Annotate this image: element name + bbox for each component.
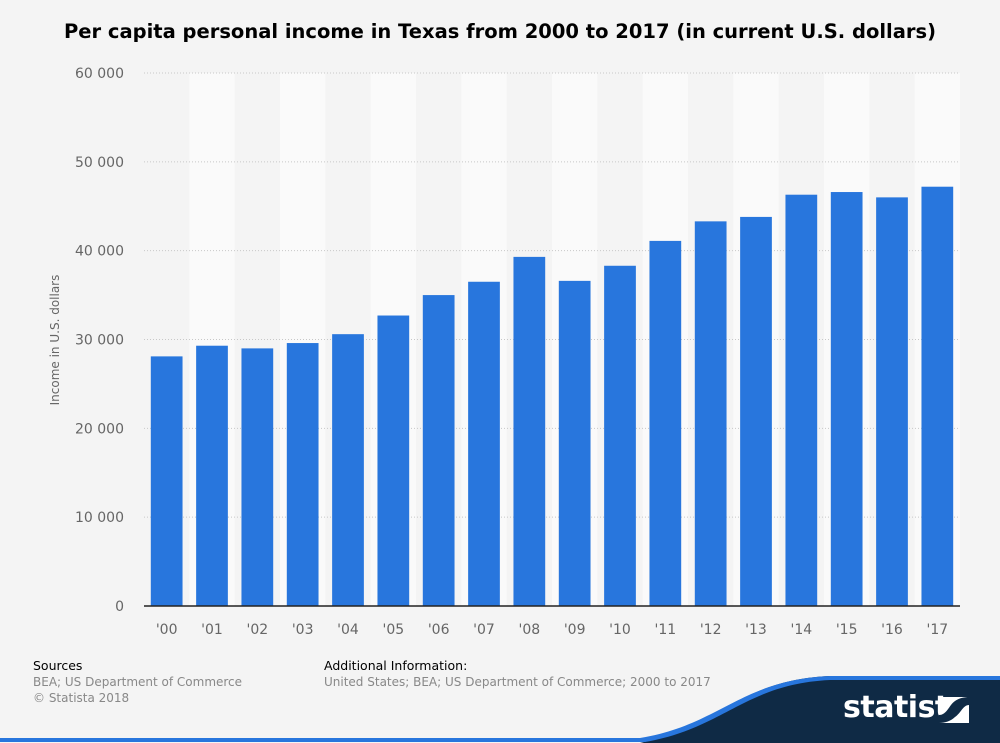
chart-title: Per capita personal income in Texas from… bbox=[63, 20, 937, 43]
bar bbox=[649, 240, 682, 606]
bar bbox=[513, 256, 546, 606]
bar bbox=[830, 192, 863, 606]
x-tick-label: '01 bbox=[201, 622, 223, 638]
bar-chart: 0 10 000 20 000 30 000 40 000 50 000 60 000 '00… bbox=[75, 66, 960, 638]
bar bbox=[694, 221, 727, 606]
bar bbox=[876, 197, 908, 606]
copyright-text: © Statista 2018 bbox=[33, 691, 130, 705]
x-tick-label: '15 bbox=[836, 622, 858, 638]
bar bbox=[150, 356, 183, 606]
x-tick-label: '05 bbox=[382, 622, 404, 638]
x-tick-label: '10 bbox=[609, 622, 631, 638]
bar bbox=[921, 186, 954, 606]
sources-heading: Sources bbox=[33, 658, 83, 673]
x-tick-label: '00 bbox=[156, 622, 178, 638]
additional-info-heading: Additional Information: bbox=[324, 658, 468, 673]
x-tick-label: '02 bbox=[246, 622, 268, 638]
y-tick-label: 30 000 bbox=[75, 333, 124, 349]
bar bbox=[196, 345, 228, 606]
bar bbox=[241, 348, 274, 606]
bar bbox=[286, 343, 319, 606]
x-tick-label: '12 bbox=[700, 622, 722, 638]
bar bbox=[422, 295, 455, 606]
y-tick-label: 10 000 bbox=[75, 510, 124, 526]
x-tick-label: '11 bbox=[654, 622, 676, 638]
bar bbox=[558, 280, 591, 606]
bar bbox=[740, 216, 772, 606]
additional-info-text: United States; BEA; US Department of Com… bbox=[324, 675, 711, 689]
y-tick-label: 40 000 bbox=[75, 244, 124, 260]
sources-block: Sources BEA; US Department of Commerce ©… bbox=[33, 658, 242, 706]
sources-text: BEA; US Department of Commerce bbox=[33, 675, 243, 689]
x-tick-label: '06 bbox=[428, 622, 450, 638]
x-tick-label: '13 bbox=[745, 622, 767, 638]
x-tick-label: '09 bbox=[564, 622, 586, 638]
bar bbox=[377, 315, 410, 606]
x-tick-label: '04 bbox=[337, 622, 359, 638]
additional-info-block: Additional Information: United States; B… bbox=[324, 658, 711, 690]
x-tick-label: '14 bbox=[790, 622, 812, 638]
y-tick-label: 60 000 bbox=[75, 66, 124, 82]
x-tick-label: '08 bbox=[518, 622, 540, 638]
y-tick-label: 50 000 bbox=[75, 155, 124, 171]
bar bbox=[604, 265, 636, 606]
y-tick-label: 0 bbox=[115, 599, 124, 615]
x-tick-label: '16 bbox=[881, 622, 903, 638]
bar bbox=[332, 334, 364, 606]
x-tick-label: '17 bbox=[926, 622, 948, 638]
bar bbox=[785, 194, 818, 606]
y-tick-label: 20 000 bbox=[75, 421, 124, 437]
statista-logo-icon bbox=[939, 697, 969, 723]
x-tick-label: '03 bbox=[292, 622, 314, 638]
x-tick-label: '07 bbox=[473, 622, 495, 638]
bar bbox=[468, 281, 500, 606]
